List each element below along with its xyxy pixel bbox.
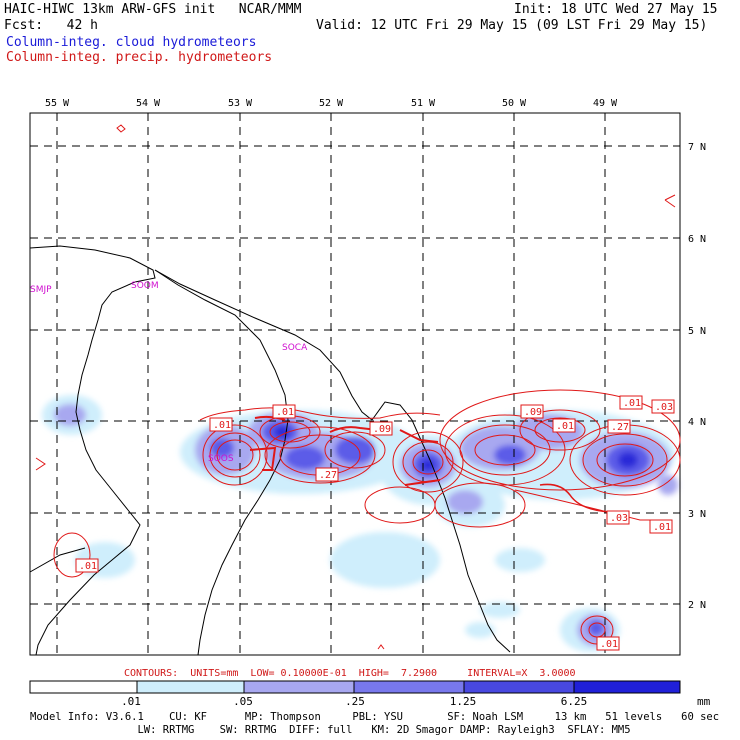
legend-value: 1.25	[449, 695, 477, 708]
color-legend	[29, 680, 681, 694]
station-soca: SOCA	[282, 343, 308, 353]
legend-value: .05	[233, 695, 253, 708]
contour-label: .09	[373, 424, 391, 435]
contour-labels: .01 .01 .09 .27 .09 .01 .03 .27 .01 .03 …	[75, 395, 675, 651]
lon-label: 52 W	[319, 98, 344, 109]
field-precip-label: Column-integ. precip. hydrometeors	[6, 50, 273, 65]
lat-label: 4 N	[688, 417, 706, 428]
contour-info: CONTOURS: UNITS=mm LOW= 0.10000E-01 HIGH…	[124, 668, 576, 679]
contour-label: .09	[524, 407, 542, 418]
longitude-labels: 55 W 54 W 53 W 52 W 51 W 50 W 49 W	[45, 98, 618, 109]
station-smjp: SMJP	[30, 285, 52, 295]
map-frame	[29, 112, 681, 656]
valid-time: Valid: 12 UTC Fri 29 May 15 (09 LST Fri …	[316, 18, 708, 33]
legend-value: .25	[345, 695, 365, 708]
lat-label: 3 N	[688, 509, 706, 520]
lat-label: 5 N	[688, 326, 706, 337]
coastlines	[29, 245, 511, 656]
lon-label: 50 W	[502, 98, 527, 109]
legend-value: 6.25	[560, 695, 588, 708]
latitude-labels: 7 N 6 N 5 N 4 N 3 N 2 N	[688, 142, 706, 611]
contour-label: .01	[79, 561, 97, 572]
lon-label: 55 W	[45, 98, 70, 109]
plot-title: HAIC-HIWC 13km ARW-GFS init NCAR/MMM	[4, 2, 302, 17]
field-cloud-label: Column-integ. cloud hydrometeors	[6, 35, 257, 50]
station-soom: SOOM	[131, 281, 159, 291]
precip-contours	[35, 124, 681, 650]
model-info-line1: Model Info: V3.6.1 CU: KF MP: Thompson P…	[30, 711, 720, 723]
contour-label: .03	[655, 402, 673, 413]
contour-label: .27	[319, 470, 337, 481]
contour-label: .01	[653, 522, 671, 533]
contour-label: .01	[213, 420, 231, 431]
station-soos: SOOS	[208, 454, 234, 464]
station-labels: SMJP SOOM SOCA SOOS	[30, 281, 308, 464]
legend-value: .01	[121, 695, 141, 708]
axis-ticks	[56, 113, 680, 605]
model-info-line2: LW: RRTMG SW: RRTMG DIFF: full KM: 2D Sm…	[30, 724, 631, 736]
lon-label: 49 W	[593, 98, 618, 109]
legend-unit: mm	[697, 695, 711, 708]
lon-label: 53 W	[228, 98, 253, 109]
graticule	[30, 113, 680, 655]
contour-label: .01	[623, 398, 641, 409]
contour-label: .01	[600, 639, 618, 650]
contour-label: .01	[276, 407, 294, 418]
contour-label: .01	[556, 421, 574, 432]
contour-label: .27	[611, 422, 629, 433]
lon-label: 51 W	[411, 98, 436, 109]
lat-label: 7 N	[688, 142, 706, 153]
lat-label: 6 N	[688, 234, 706, 245]
lat-label: 2 N	[688, 600, 706, 611]
forecast-hour: Fcst: 42 h	[4, 18, 98, 33]
cloud-shading	[42, 395, 678, 652]
contour-label: .03	[610, 513, 628, 524]
init-time: Init: 18 UTC Wed 27 May 15	[514, 2, 718, 17]
lon-label: 54 W	[136, 98, 161, 109]
